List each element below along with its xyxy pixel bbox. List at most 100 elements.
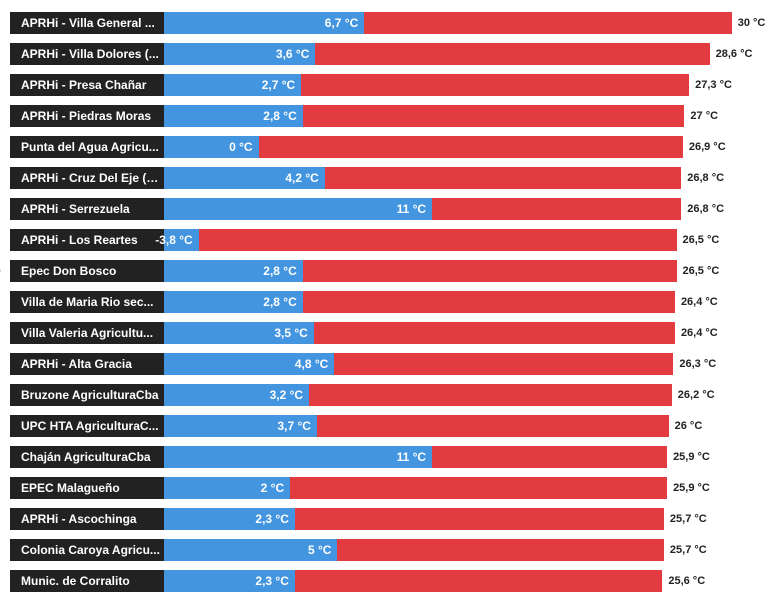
chart-row: Villa Valeria Agricultu... 3,5 °C 26,4 °C [0, 322, 767, 344]
max-temp-label: 25,7 °C [669, 513, 707, 525]
max-temp-label: 26,4 °C [680, 296, 718, 308]
min-temp-label: 4,2 °C [285, 171, 319, 185]
station-label: APRHi - Villa General ... [10, 12, 164, 34]
max-temp-bar [301, 74, 690, 96]
max-temp-bar [316, 415, 669, 437]
station-label: Munic. de Corralito [10, 570, 164, 592]
min-temp-bar [164, 539, 338, 561]
max-temp-label: 26,8 °C [687, 203, 725, 215]
chart-row: UPC HTA AgriculturaC... 3,7 °C 26 °C [0, 415, 767, 437]
min-temp-bar [164, 415, 317, 437]
min-temp-bar [164, 105, 303, 127]
min-temp-label: 3,7 °C [277, 419, 311, 433]
station-label: Villa Valeria Agricultu... [10, 322, 164, 344]
station-label: Colonia Caroya Agricu... [10, 539, 164, 561]
chart-row: APRHi - Serrezuela 11 °C 26,8 °C [0, 198, 767, 220]
chart-row: Bruzone AgriculturaCba 3,2 °C 26,2 °C [0, 384, 767, 406]
chart-row: APRHi - Presa Chañar 2,7 °C 27,3 °C [0, 74, 767, 96]
min-temp-label: 2,8 °C [263, 264, 297, 278]
station-label: Punta del Agua Agricu... [10, 136, 164, 158]
min-temp-label: 0 °C [229, 140, 253, 154]
max-temp-bar [334, 353, 674, 375]
station-label: APRHi - Los Reartes [10, 229, 164, 251]
chart-row: Punta del Agua Agricu... 0 °C 26,9 °C [0, 136, 767, 158]
max-temp-bar [302, 291, 675, 313]
max-temp-bar [432, 446, 668, 468]
max-temp-bar [337, 539, 664, 561]
min-temp-label: 2,7 °C [261, 78, 296, 92]
min-temp-bar [164, 353, 335, 375]
min-temp-bar [164, 12, 365, 34]
max-temp-bar [198, 229, 677, 251]
chart-row: Colonia Caroya Agricu... 5 °C 25,7 °C [0, 539, 767, 561]
max-temp-bar [294, 508, 664, 530]
min-temp-label: 5 °C [307, 543, 332, 557]
min-temp-bar [164, 570, 295, 592]
max-temp-label: 26 °C [674, 420, 703, 432]
max-temp-bar [302, 105, 685, 127]
chart-row: APRHi - Ascochinga 2,3 °C 25,7 °C [0, 508, 767, 530]
station-label: Epec Don Bosco [10, 260, 164, 282]
chart-row: Munic. de Corralito 2,3 °C 25,6 °C [0, 570, 767, 592]
max-temp-bar [364, 12, 732, 34]
station-label: Chaján AgriculturaCba [10, 446, 164, 468]
max-temp-label: 26,8 °C [687, 172, 725, 184]
min-temp-label: 11 °C [396, 450, 427, 464]
min-temp-bar [164, 198, 433, 220]
min-temp-bar [164, 260, 303, 282]
min-temp-label: 3,6 °C [275, 47, 310, 61]
chart-row: Chaján AgriculturaCba 11 °C 25,9 °C [0, 446, 767, 468]
chart-row: Epec Don Bosco 2,8 °C 26,5 °C [0, 260, 767, 282]
station-label: APRHi - Ascochinga [10, 508, 164, 530]
max-temp-label: 25,9 °C [673, 482, 710, 494]
chart-row: Villa de Maria Rio sec... 2,8 °C 26,4 °C [0, 291, 767, 313]
min-temp-bar [164, 43, 316, 65]
max-temp-label: 26,4 °C [680, 327, 718, 339]
max-temp-bar [315, 43, 710, 65]
chart-row: APRHi - Alta Gracia 4,8 °C 26,3 °C [0, 353, 767, 375]
max-temp-label: 27,3 °C [695, 79, 732, 91]
station-label: Bruzone AgriculturaCba [10, 384, 164, 406]
min-temp-label: 2,3 °C [255, 574, 289, 588]
max-temp-label: 26,9 °C [688, 141, 726, 153]
min-temp-bar [164, 477, 291, 499]
station-label: Villa de Maria Rio sec... [10, 291, 164, 313]
min-temp-label: 3,5 °C [274, 326, 308, 340]
max-temp-bar [324, 167, 682, 189]
max-temp-label: 27 °C [690, 110, 719, 122]
station-label: APRHi - Villa Dolores (... [10, 43, 164, 65]
max-temp-bar [313, 322, 675, 344]
max-temp-bar [309, 384, 672, 406]
max-temp-label: 25,6 °C [668, 575, 706, 587]
min-temp-label: 2 °C [260, 481, 285, 495]
min-temp-label: 3,2 °C [269, 388, 304, 402]
station-label: APRHi - Alta Gracia [10, 353, 164, 375]
max-temp-bar [294, 570, 663, 592]
station-label: APRHi - Cruz Del Eje (D... [10, 167, 164, 189]
min-temp-bar [164, 229, 199, 251]
max-temp-label: 25,9 °C [673, 451, 710, 463]
min-temp-label: 2,3 °C [255, 512, 289, 526]
min-temp-bar [164, 446, 433, 468]
max-temp-label: 26,5 °C [682, 265, 720, 277]
chart-row: APRHi - Piedras Moras 2,8 °C 27 °C [0, 105, 767, 127]
max-temp-label: 26,5 °C [682, 234, 720, 246]
station-label: EPEC Malagueño [10, 477, 164, 499]
max-temp-label: 26,3 °C [679, 358, 717, 370]
max-temp-label: 25,7 °C [669, 544, 707, 556]
min-temp-bar [164, 508, 295, 530]
chart-row: APRHi - Cruz Del Eje (D... 4,2 °C 26,8 °C [0, 167, 767, 189]
min-temp-bar [164, 167, 325, 189]
max-temp-bar [258, 136, 683, 158]
edge-mark: ) [0, 263, 1, 277]
min-temp-bar [164, 136, 259, 158]
min-temp-bar [164, 291, 303, 313]
min-temp-bar [164, 322, 314, 344]
max-temp-bar [302, 260, 677, 282]
max-temp-label: 28,6 °C [715, 48, 753, 60]
station-label: APRHi - Serrezuela [10, 198, 164, 220]
min-temp-label: 11 °C [396, 202, 427, 216]
min-temp-label: 6,7 °C [324, 16, 359, 30]
chart-row: APRHi - Villa General ... 6,7 °C 30 °C [0, 12, 767, 34]
